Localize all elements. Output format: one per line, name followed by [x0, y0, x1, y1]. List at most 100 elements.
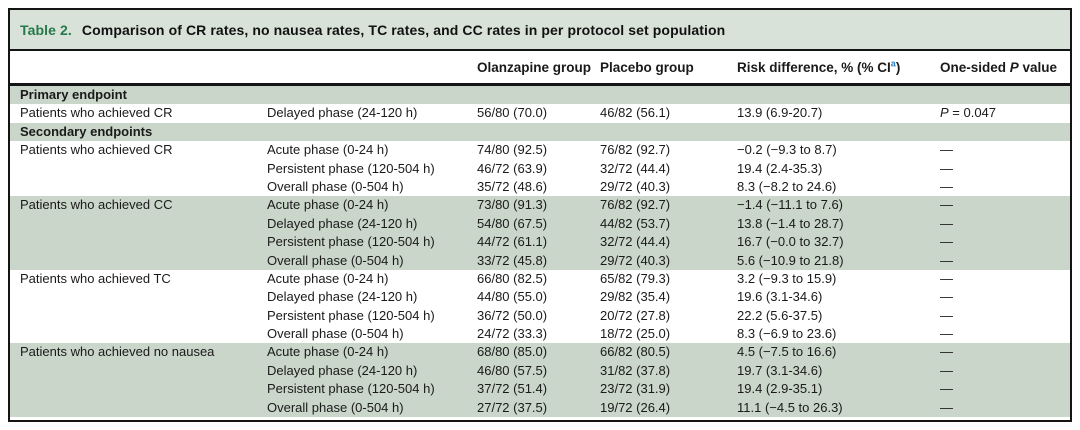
p-value-label-pre: One-sided [940, 60, 1010, 75]
cell-placebo: 23/72 (31.9) [600, 381, 671, 397]
cell-risk-difference: 11.1 (−4.5 to 26.3) [737, 399, 843, 415]
cell-olanzapine: 68/80 (85.0) [477, 344, 548, 360]
cell-olanzapine: 37/72 (51.4) [477, 381, 548, 397]
section-label: Secondary endpoints [20, 123, 153, 139]
cell-risk-difference: 5.6 (−10.9 to 21.8) [737, 252, 844, 268]
cell-phase: Delayed phase (24-120 h) [267, 105, 418, 121]
column-header-row: Olanzapine group Placebo group Risk diff… [10, 51, 1070, 86]
cell-risk-difference: 13.9 (6.9-20.7) [737, 105, 823, 121]
table-row: Persistent phase (120-504 h) 44/72 (61.1)… [10, 233, 1070, 252]
cell-risk-difference: 19.4 (2.4-35.3) [737, 160, 823, 176]
cell-olanzapine: 27/72 (37.5) [477, 399, 548, 415]
cell-phase: Delayed phase (24-120 h) [267, 362, 418, 378]
cell-endpoint: Patients who achieved TC [20, 270, 171, 286]
cell-olanzapine: 44/80 (55.0) [477, 289, 548, 305]
cell-endpoint: Patients who achieved no nausea [20, 344, 215, 360]
cell-p-value: — [940, 344, 953, 360]
cell-olanzapine: 46/80 (57.5) [477, 362, 548, 378]
cell-risk-difference: 8.3 (−6.9 to 23.6) [737, 326, 837, 342]
cell-olanzapine: 44/72 (61.1) [477, 234, 548, 250]
p-value-label-post: value [1018, 60, 1058, 75]
section-row: Secondary endpoints [10, 122, 1070, 142]
cell-placebo: 44/82 (53.7) [600, 215, 671, 231]
section-row: Primary endpoint [10, 86, 1070, 105]
table-row: Patients who achieved no nausea Acute pha… [10, 343, 1070, 362]
cell-placebo: 46/82 (56.1) [600, 105, 671, 121]
table-row: Patients who achieved CR Delayed phase (2… [10, 104, 1070, 122]
risk-difference-label: Risk difference, % (% CI [737, 60, 891, 75]
cell-risk-difference: 19.4 (2.9-35.1) [737, 381, 823, 397]
cell-p-value: — [940, 381, 953, 397]
table-row: Overall phase (0-504 h) 35/72 (48.6) 29/72… [10, 178, 1070, 196]
cell-phase: Acute phase (0-24 h) [267, 344, 389, 360]
cell-phase: Persistent phase (120-504 h) [267, 381, 435, 397]
cell-placebo: 19/72 (26.4) [600, 399, 671, 415]
cell-endpoint: Patients who achieved CC [20, 197, 173, 213]
table-row: Patients who achieved CC Acute phase (0-2… [10, 196, 1070, 215]
cell-olanzapine: 73/80 (91.3) [477, 197, 548, 213]
cell-risk-difference: 19.7 (3.1-34.6) [737, 362, 823, 378]
cell-risk-difference: −1.4 (−11.1 to 7.6) [737, 197, 843, 213]
table-title: Table 2. Comparison of CR rates, no nause… [10, 10, 1070, 51]
cell-endpoint: Patients who achieved CR [20, 142, 173, 158]
cell-phase: Acute phase (0-24 h) [267, 270, 389, 286]
cell-p-value: — [940, 142, 953, 158]
cell-p-value: — [940, 160, 953, 176]
table-number-label: Table 2. [20, 22, 72, 38]
cell-p-value: — [940, 399, 953, 415]
table-row: Overall phase (0-504 h) 27/72 (37.5) 19/72… [10, 398, 1070, 418]
cell-placebo: 29/72 (40.3) [600, 178, 671, 194]
cell-placebo: 32/72 (44.4) [600, 234, 671, 250]
cell-placebo: 66/82 (80.5) [600, 344, 671, 360]
p-value-rest: = 0.047 [948, 105, 997, 121]
p-value-italic: P [940, 105, 949, 121]
cell-placebo: 20/72 (27.8) [600, 307, 671, 323]
cell-p-value: — [940, 215, 953, 231]
cell-p-value: — [940, 326, 953, 342]
cell-phase: Persistent phase (120-504 h) [267, 160, 435, 176]
cell-risk-difference: −0.2 (−9.3 to 8.7) [737, 142, 837, 158]
risk-difference-label-close: ) [895, 60, 901, 75]
cell-olanzapine: 46/72 (63.9) [477, 160, 548, 176]
cell-p-value: — [940, 307, 953, 323]
cell-risk-difference: 8.3 (−8.2 to 24.6) [737, 178, 837, 194]
table-row: Delayed phase (24-120 h) 46/80 (57.5) 31/8… [10, 361, 1070, 381]
cell-p-value: P = 0.047 [940, 104, 1070, 122]
cell-placebo: 76/82 (92.7) [600, 142, 671, 158]
cell-p-value: — [940, 289, 953, 305]
cell-olanzapine: 74/80 (92.5) [477, 142, 548, 158]
cell-placebo: 32/72 (44.4) [600, 160, 671, 176]
cell-risk-difference: 3.2 (−9.3 to 15.9) [737, 270, 837, 286]
cell-endpoint: Patients who achieved CR [20, 105, 173, 121]
cell-placebo: 31/82 (37.8) [600, 362, 671, 378]
cell-olanzapine: 56/80 (70.0) [477, 105, 548, 121]
table-row: Overall phase (0-504 h) 33/72 (45.8) 29/72… [10, 251, 1070, 270]
cell-olanzapine: 33/72 (45.8) [477, 252, 548, 268]
cell-phase: Overall phase (0-504 h) [267, 399, 404, 415]
cell-phase: Delayed phase (24-120 h) [267, 215, 418, 231]
cell-phase: Delayed phase (24-120 h) [267, 289, 418, 305]
cell-olanzapine: 66/80 (82.5) [477, 270, 548, 286]
cell-risk-difference: 22.2 (5.6-37.5) [737, 307, 823, 323]
cell-phase: Overall phase (0-504 h) [267, 252, 404, 268]
table-row: Patients who achieved TC Acute phase (0-2… [10, 270, 1070, 288]
cell-placebo: 76/82 (92.7) [600, 197, 671, 213]
cell-placebo: 29/72 (40.3) [600, 252, 671, 268]
table-row: Persistent phase (120-504 h) 46/72 (63.9)… [10, 160, 1070, 178]
column-header-placebo: Placebo group [600, 60, 694, 75]
cell-olanzapine: 35/72 (48.6) [477, 178, 548, 194]
cell-placebo: 65/82 (79.3) [600, 270, 671, 286]
cell-placebo: 29/82 (35.4) [600, 289, 671, 305]
cell-risk-difference: 19.6 (3.1-34.6) [737, 289, 823, 305]
table-row: Persistent phase (120-504 h) 37/72 (51.4)… [10, 380, 1070, 399]
table-2: Table 2. Comparison of CR rates, no nause… [8, 8, 1072, 422]
cell-p-value: — [940, 252, 953, 268]
cell-olanzapine: 54/80 (67.5) [477, 215, 548, 231]
table-row: Delayed phase (24-120 h) 54/80 (67.5) 44/8… [10, 214, 1070, 234]
cell-olanzapine: 24/72 (33.3) [477, 326, 548, 342]
cell-risk-difference: 4.5 (−7.5 to 16.6) [737, 344, 837, 360]
ci-footnote-marker: a [890, 58, 896, 69]
cell-p-value: — [940, 178, 953, 194]
column-header-olanzapine: Olanzapine group [477, 60, 592, 75]
cell-phase: Persistent phase (120-504 h) [267, 234, 435, 250]
